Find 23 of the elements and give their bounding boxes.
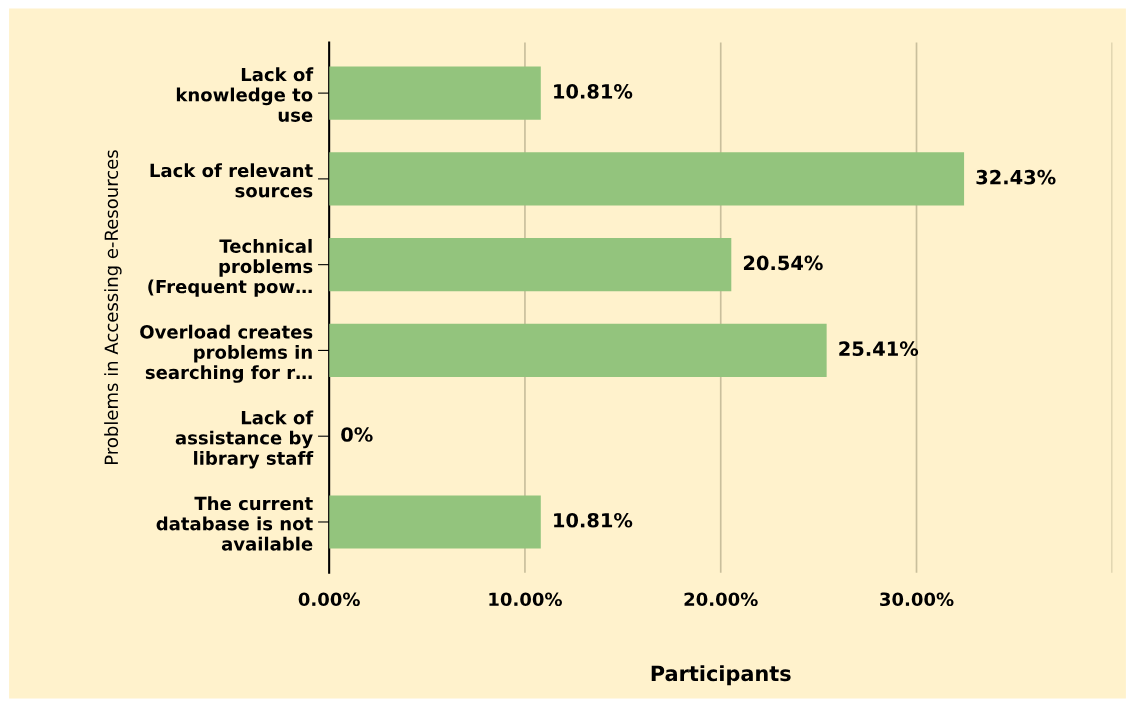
bar (329, 238, 732, 292)
data-label: 10.81% (554, 512, 633, 528)
x-axis-title: Participants (651, 665, 791, 686)
x-tick-label: 30.00% (880, 592, 954, 607)
x-tick-label: 0.00% (298, 592, 360, 607)
x-tick-label: 20.00% (684, 592, 758, 607)
y-tick-label: Technical problems (Frequent pow… (148, 238, 313, 297)
y-tick-label: Lack of assistance by library staff (175, 410, 314, 469)
y-tick-label: Lack of relevant sources (150, 163, 313, 198)
y-tick-label: Lack of knowledge to use (176, 67, 314, 122)
x-tick-label: 10.00% (489, 592, 562, 607)
bar (329, 495, 541, 549)
bar (329, 66, 541, 120)
data-label: 0% (341, 427, 373, 442)
data-label: 32.43% (976, 169, 1056, 185)
y-tick-label: The current database is not available (156, 496, 313, 551)
y-tick-label: Overload creates problems in searching for r… (140, 324, 313, 383)
bar (329, 152, 965, 206)
data-label: 20.54% (743, 255, 823, 271)
data-label: 25.41% (839, 341, 919, 357)
data-label: 10.81% (554, 84, 633, 99)
bar (329, 323, 827, 378)
y-axis-title: Problems in Accessing e-Resources (104, 150, 122, 464)
